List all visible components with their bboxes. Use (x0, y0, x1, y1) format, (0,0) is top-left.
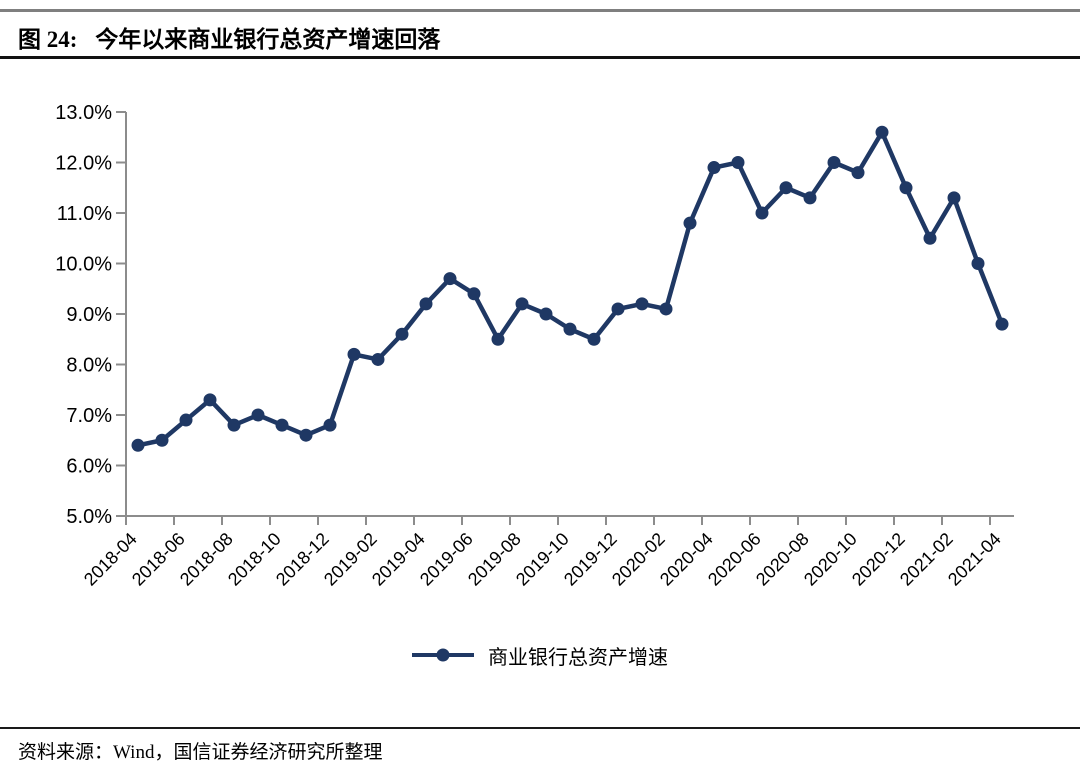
figure-title: 今年以来商业银行总资产增速回落 (95, 27, 441, 52)
title-divider (0, 56, 1080, 59)
data-point (515, 297, 529, 311)
y-tick-label: 10.0% (55, 254, 112, 276)
data-point (851, 166, 865, 180)
top-divider (0, 9, 1080, 12)
data-point (323, 418, 337, 432)
data-point (539, 307, 553, 321)
figure-label: 图 24: (18, 27, 78, 52)
data-point (155, 433, 169, 447)
y-tick-label: 11.0% (57, 203, 112, 225)
data-point (995, 317, 1009, 331)
y-tick-label: 6.0% (66, 456, 112, 478)
y-tick-label: 9.0% (66, 304, 112, 326)
line-chart: 5.0% 6.0% 7.0% 8.0% 9.0% 10.0% 11.0% 12.0% 13.0%… (55, 102, 1014, 590)
data-point (659, 302, 673, 316)
legend-line-marker-icon (412, 653, 474, 657)
data-point (251, 408, 265, 422)
chart-legend: 商业银行总资产增速 (0, 640, 1080, 670)
data-point (299, 428, 313, 442)
x-tick-label: 2021-04 (944, 529, 1005, 590)
data-point (419, 297, 433, 311)
data-point (803, 191, 817, 205)
data-point (347, 347, 361, 361)
data-point (587, 332, 601, 346)
y-tick-label: 13.0% (55, 102, 112, 124)
data-point (491, 332, 505, 346)
data-point (179, 413, 193, 427)
data-point (131, 438, 145, 452)
data-point (371, 352, 385, 366)
y-tick-label: 8.0% (66, 355, 112, 377)
data-point (683, 216, 697, 230)
data-point (731, 156, 745, 169)
figure-header: 图 24: 今年以来商业银行总资产增速回落 (18, 20, 1062, 54)
data-point (611, 302, 625, 316)
data-point (755, 206, 769, 220)
data-point (395, 327, 409, 341)
data-point (563, 322, 577, 336)
data-point (203, 393, 217, 407)
data-point (947, 191, 961, 205)
data-point (275, 418, 289, 432)
data-point (443, 272, 457, 286)
data-point (827, 156, 841, 169)
data-point (971, 257, 985, 270)
y-tick-label: 12.0% (55, 153, 112, 175)
source-text: 资料来源：Wind，国信证券经济研究所整理 (18, 742, 383, 763)
data-point (779, 181, 793, 195)
data-point (467, 287, 481, 301)
y-tick-label: 5.0% (66, 506, 112, 528)
data-series-line (135, 129, 1005, 448)
footer-divider (0, 727, 1080, 729)
y-tick-label: 7.0% (66, 405, 112, 427)
legend-label: 商业银行总资产增速 (488, 646, 668, 669)
data-point (707, 161, 721, 175)
data-point (923, 231, 937, 245)
data-point (227, 418, 241, 432)
data-point (875, 125, 889, 139)
data-point (635, 297, 649, 311)
data-point (899, 181, 913, 195)
